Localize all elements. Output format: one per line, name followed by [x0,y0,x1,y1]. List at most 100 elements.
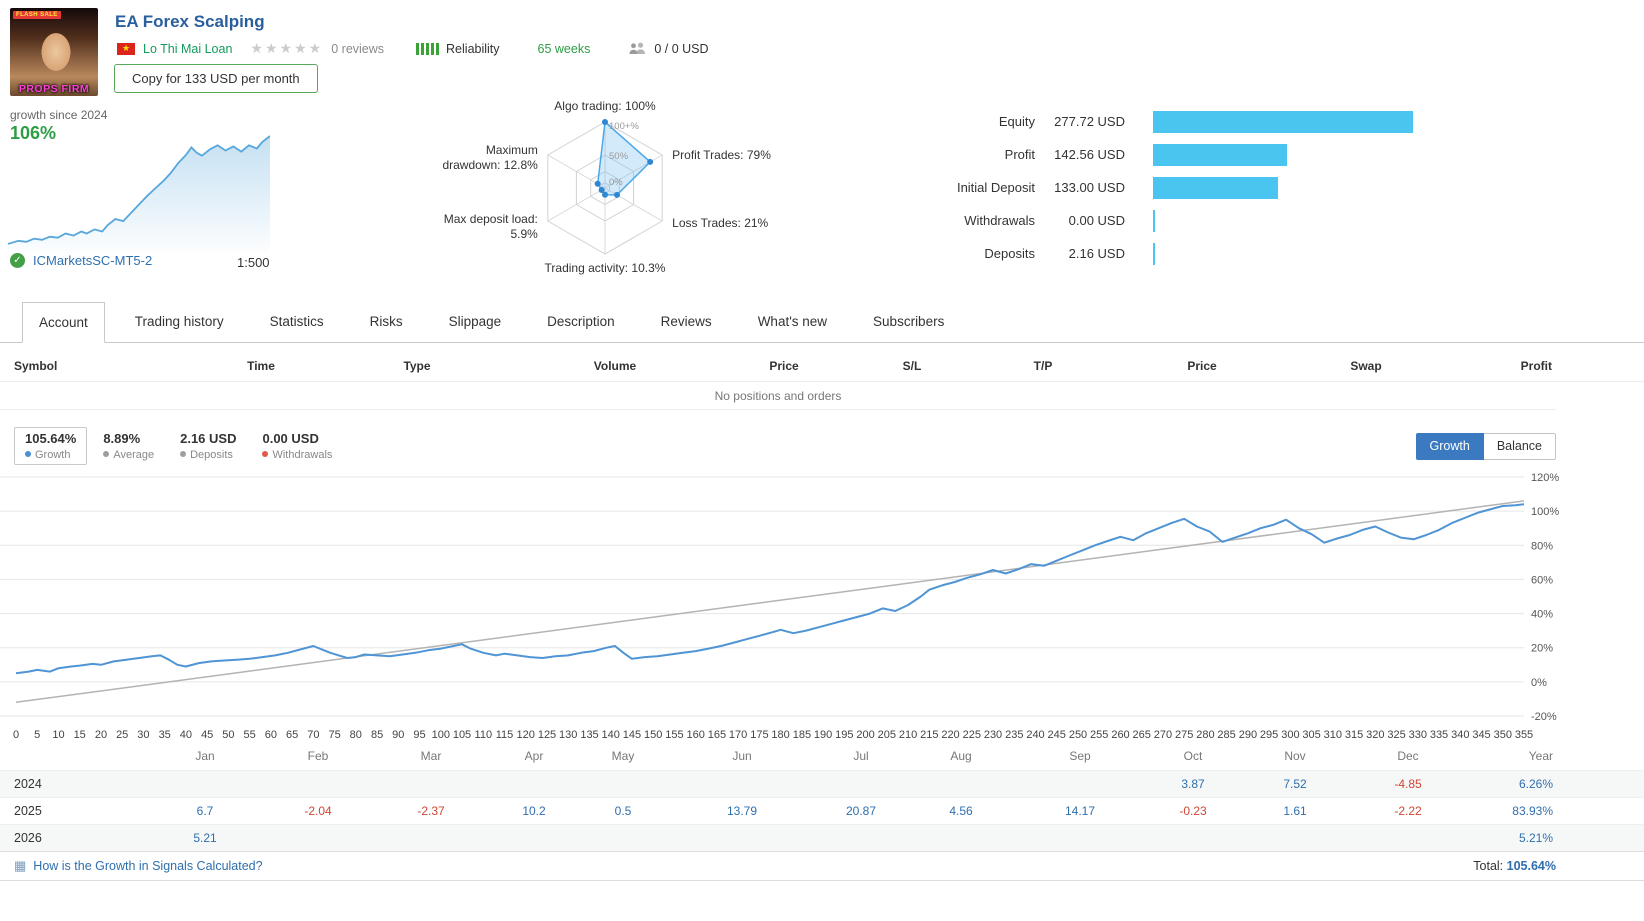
monthly-return-cell: -2.04 [304,804,332,818]
tab-trading-history[interactable]: Trading history [134,314,224,329]
positions-column-type: Type [403,359,431,373]
year-row-2025: 2025 6.7 -2.04 -2.37 10.2 0.5 13.79 20.87 4.56 14… [0,797,1644,824]
x-tick-label: 290 [1238,729,1258,741]
x-tick-label: 165 [707,729,727,741]
summary-item-growth[interactable]: 105.64% Growth [14,427,88,465]
x-tick-label: 175 [750,729,769,741]
tab-account[interactable]: Account [22,302,105,343]
year-label: 2026 [14,831,42,845]
tab-description[interactable]: Description [547,314,615,329]
star-icon[interactable]: ★ [308,40,324,56]
x-tick-label: 345 [1472,729,1491,741]
stat-bar [1153,143,1287,166]
x-tick-label: 225 [962,729,981,741]
month-label: Jan [195,749,215,763]
signal-avatar[interactable]: FLASH SALE PROPS FIRM [10,8,98,96]
monthly-returns-table: 2024 3.87 7.52 -4.85 6.26% 2025 6.7 -2.04 -2.37 1… [0,770,1644,851]
x-tick-label: 260 [1111,729,1130,741]
positions-column-t-p: T/P [1033,359,1053,373]
x-tick-label: 355 [1514,729,1534,741]
balance-toggle-button[interactable]: Balance [1483,432,1556,460]
copy-button[interactable]: Copy for 133 USD per month [114,64,318,93]
x-tick-label: 275 [1175,729,1194,741]
summary-value: 0.00 USD [262,431,319,446]
x-tick-label: 195 [835,729,854,741]
x-tick-label: 300 [1281,729,1300,741]
month-label: Sep [1069,749,1091,763]
monthly-return-cell: 13.79 [726,804,758,818]
growth-value: 106% [10,123,57,143]
x-tick-label: 60 [264,729,278,741]
total-value: 105.64% [1506,859,1556,873]
summary-row: 105.64% Growth 8.89% Average 2.16 USD Deposit… [14,424,1556,468]
monthly-return-cell: 5.21% [1518,831,1553,845]
x-tick-label: 180 [771,729,790,741]
x-tick-label: 105 [452,729,472,741]
month-label: Aug [950,749,972,763]
x-tick-label: 330 [1408,729,1427,741]
x-tick-label: 250 [1068,729,1088,741]
star-icon[interactable]: ★ [294,40,309,56]
x-tick-label: 340 [1451,729,1470,741]
tab-subscribers[interactable]: Subscribers [873,314,945,329]
x-tick-label: 90 [392,729,405,741]
x-tick-label: 245 [1047,729,1066,741]
x-tick-label: 320 [1366,729,1385,741]
year-row-2026: 2026 5.21 5.21% [0,824,1644,851]
x-tick-label: 215 [920,729,939,741]
author-link[interactable]: Lo Thi Mai Loan [143,41,233,56]
svg-text:-20%: -20% [1531,711,1557,722]
x-tick-label: 205 [877,729,896,741]
x-tick-label: 50 [222,729,235,741]
x-tick-label: 45 [201,729,214,741]
broker-link[interactable]: ICMarketsSC-MT5-2 [33,253,153,268]
growth-toggle-button[interactable]: Growth [1415,432,1484,460]
tab-risks[interactable]: Risks [369,314,403,329]
svg-text:0%: 0% [1531,677,1547,689]
growth-calculation-link[interactable]: How is the Growth in Signals Calculated? [33,859,263,873]
star-icon[interactable]: ★ [279,40,295,56]
tab-what-s-new[interactable]: What's new [757,314,828,329]
radar-axis-label: Max deposit load: [444,212,538,226]
x-tick-label: 185 [792,729,812,741]
subscribers-icon [628,42,647,55]
star-icon[interactable]: ★ [264,40,280,56]
reviews-link[interactable]: 0 reviews [331,41,385,56]
svg-text:100%: 100% [1531,506,1559,518]
x-tick-label: 110 [474,729,493,741]
footer: ▦ How is the Growth in Signals Calculate… [0,851,1644,881]
x-tick-label: 310 [1323,729,1342,741]
rating-stars[interactable]: ★★★★★ [250,40,323,57]
month-label: Oct [1183,749,1203,763]
x-tick-label: 125 [537,729,557,741]
stat-row-withdrawals: Withdrawals 0.00 USD [950,204,1155,237]
month-label: Year [1528,749,1553,763]
signal-title[interactable]: EA Forex Scalping [115,12,265,31]
year-row-2024: 2024 3.87 7.52 -4.85 6.26% [0,770,1644,797]
stat-label: Equity [998,114,1035,129]
monthly-return-cell: -2.22 [1394,804,1422,818]
x-tick-label: 200 [856,729,875,741]
x-tick-label: 265 [1132,729,1151,741]
stat-bar [1153,242,1155,265]
stat-row-initial-deposit: Initial Deposit 133.00 USD [950,171,1278,204]
tab-reviews[interactable]: Reviews [660,314,712,329]
x-tick-label: 70 [307,729,320,741]
positions-column-symbol: Symbol [14,359,58,373]
positions-column-profit: Profit [1520,359,1552,373]
month-label: Dec [1397,749,1419,763]
tab-statistics[interactable]: Statistics [269,314,324,329]
star-icon[interactable]: ★ [250,40,265,56]
summary-label: Growth [25,449,76,461]
radar-axis-label: Loss Trades: 21% [672,216,768,230]
x-tick-label: 235 [1005,729,1024,741]
x-tick-label: 65 [285,729,299,741]
x-tick-label: 25 [116,729,129,741]
radar-chart: 100+% 50% 0% Algo trading: 100% Profit Trade… [442,100,771,275]
verified-check-icon: ✓ [10,253,25,268]
svg-text:20%: 20% [1531,643,1553,655]
tab-slippage[interactable]: Slippage [448,314,502,329]
monthly-return-cell: 20.87 [845,804,877,818]
month-label: Jun [732,749,752,763]
